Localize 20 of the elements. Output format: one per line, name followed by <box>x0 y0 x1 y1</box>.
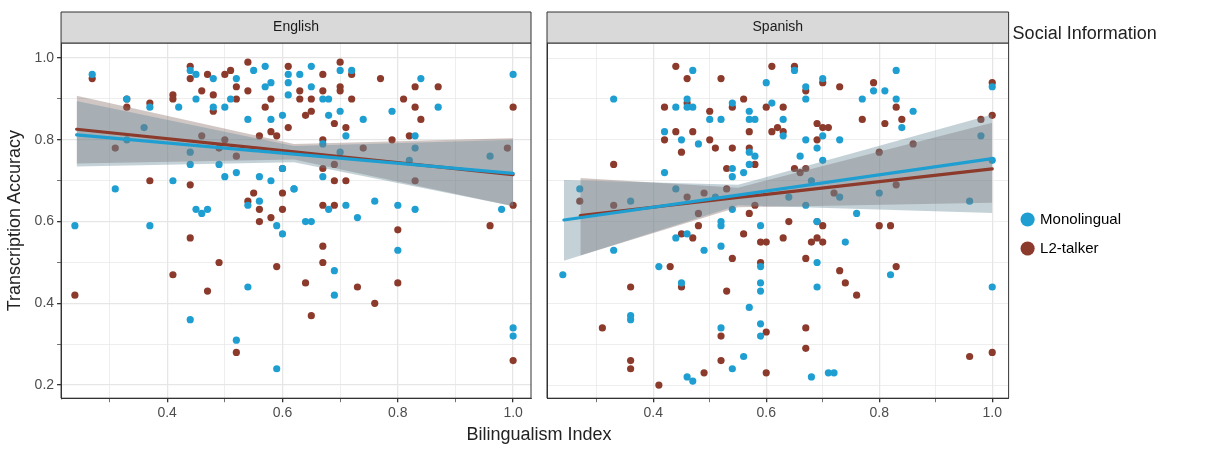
x-tick-label: 0.4 <box>157 404 178 421</box>
x-axis-title: Bilingualism Index <box>465 424 613 445</box>
legend-label: Monolingual <box>1040 209 1121 227</box>
legend-label: L2-talker <box>1040 238 1099 256</box>
x-tick-label: 0.8 <box>869 404 890 421</box>
x-tick-label: 0.4 <box>643 404 664 421</box>
legend-title: Social Information <box>1012 23 1157 43</box>
x-tick-label: 0.6 <box>756 404 777 421</box>
y-tick-label: 0.8 <box>34 130 55 147</box>
y-tick-label: 0.6 <box>34 212 55 229</box>
x-tick-label: 0.6 <box>272 404 293 421</box>
y-tick-label: 0.4 <box>34 294 55 311</box>
chart-title: Spanish <box>752 18 804 35</box>
y-axis-title: Transcription Accuracy <box>3 129 24 312</box>
y-tick-label: 0.2 <box>34 375 55 392</box>
x-tick-label: 1.0 <box>503 404 524 421</box>
y-tick-label: 1.0 <box>34 48 55 65</box>
x-tick-label: 1.0 <box>982 404 1003 421</box>
x-tick-label: 0.8 <box>388 404 408 421</box>
chart-title: English <box>273 18 319 35</box>
